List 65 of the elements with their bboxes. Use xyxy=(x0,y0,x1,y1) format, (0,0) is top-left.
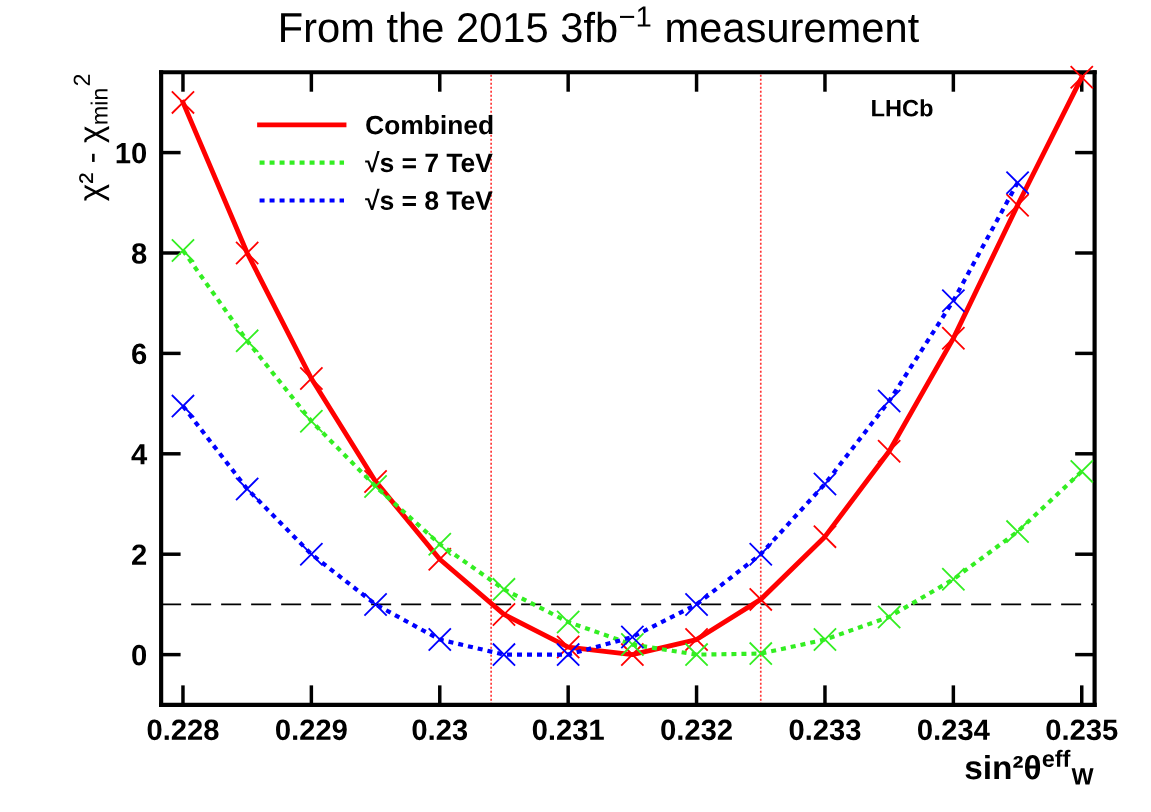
point xyxy=(427,547,452,572)
point xyxy=(491,642,516,667)
y-tick-label: 6 xyxy=(132,343,147,365)
annotation: LHCb xyxy=(872,99,933,117)
point xyxy=(684,592,709,617)
point xyxy=(684,642,709,667)
point xyxy=(170,394,195,419)
point xyxy=(363,474,388,499)
point xyxy=(877,439,902,464)
legend-label: Combined xyxy=(366,114,493,135)
point xyxy=(556,642,581,667)
point xyxy=(235,476,260,501)
y-tick-label: 4 xyxy=(131,444,148,465)
x-tick-label: 0.233 xyxy=(789,719,861,741)
point xyxy=(299,366,324,391)
point xyxy=(1005,519,1030,544)
point xyxy=(1005,193,1030,218)
point xyxy=(812,627,837,652)
y-tick-label: 10 xyxy=(116,142,147,164)
x-tick-label: 0.229 xyxy=(276,719,347,741)
point xyxy=(556,635,581,660)
legend-label: √s = 7 TeV xyxy=(365,151,493,173)
x-axis-title: sin²θ$^{eff}$$_{W}$ xyxy=(965,749,1094,785)
point xyxy=(748,641,773,666)
point xyxy=(1005,170,1030,195)
y-tick-label: 8 xyxy=(131,243,147,264)
point xyxy=(556,609,581,634)
point xyxy=(1069,65,1094,90)
point xyxy=(812,471,837,496)
point xyxy=(427,532,452,557)
point xyxy=(491,602,516,627)
x-tick-label: 0.235 xyxy=(1046,719,1118,741)
point xyxy=(941,288,966,313)
point xyxy=(684,627,709,652)
point xyxy=(235,328,260,353)
point xyxy=(941,326,966,351)
point xyxy=(299,542,324,567)
point xyxy=(235,240,260,266)
point xyxy=(363,592,388,617)
y-tick-label: 2 xyxy=(132,544,147,565)
point xyxy=(620,642,645,667)
point xyxy=(427,627,452,652)
x-tick-label: 0.228 xyxy=(147,719,219,741)
point xyxy=(170,238,195,263)
x-tick-label: 0.234 xyxy=(918,719,990,741)
x-tick-label: 0.232 xyxy=(661,719,732,741)
point xyxy=(941,567,966,592)
point xyxy=(299,409,324,434)
point xyxy=(620,632,645,657)
x-tick-label: 0.23 xyxy=(412,719,468,741)
point xyxy=(1069,459,1094,484)
point xyxy=(748,542,773,567)
x-tick-label: 0.231 xyxy=(532,719,604,741)
point xyxy=(620,625,645,650)
y-axis-title: χ² - χ$_{min}$$^{2}$ xyxy=(73,74,110,201)
point xyxy=(170,90,195,115)
point xyxy=(877,604,902,629)
point xyxy=(812,524,837,549)
legend-label: √s = 8 TeV xyxy=(365,188,493,211)
point xyxy=(491,577,516,602)
point xyxy=(363,469,388,494)
chart-title: From the 2015 3fb$^{−1}$ measurement xyxy=(281,6,919,43)
y-tick-label: 0 xyxy=(132,644,147,666)
point xyxy=(748,587,773,612)
point xyxy=(877,389,902,414)
